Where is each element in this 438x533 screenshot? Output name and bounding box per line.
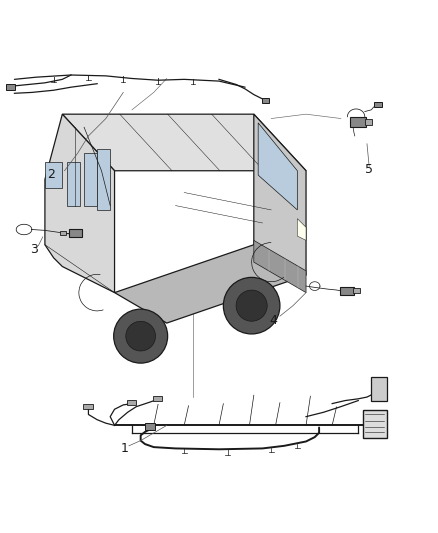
FancyBboxPatch shape [365,119,372,125]
FancyBboxPatch shape [83,404,93,409]
Polygon shape [45,162,62,188]
Polygon shape [84,154,97,206]
Polygon shape [62,114,306,171]
FancyBboxPatch shape [145,423,155,430]
FancyBboxPatch shape [374,102,382,107]
Polygon shape [115,245,306,323]
Polygon shape [297,219,306,240]
Text: 1: 1 [120,442,128,455]
FancyBboxPatch shape [371,377,387,401]
FancyBboxPatch shape [127,400,136,405]
Polygon shape [254,114,306,275]
FancyBboxPatch shape [350,117,366,127]
FancyBboxPatch shape [261,98,269,103]
Text: 5: 5 [365,164,373,176]
Circle shape [223,277,280,334]
Polygon shape [97,149,110,210]
FancyBboxPatch shape [363,410,387,439]
Polygon shape [254,240,306,293]
Text: 2: 2 [47,168,55,181]
Polygon shape [67,162,80,206]
FancyBboxPatch shape [153,396,162,401]
Polygon shape [45,114,115,293]
Text: 3: 3 [30,243,38,256]
FancyBboxPatch shape [6,84,15,90]
Circle shape [236,290,267,321]
Circle shape [126,321,155,351]
FancyBboxPatch shape [60,231,66,235]
FancyBboxPatch shape [353,288,360,294]
Polygon shape [258,123,297,210]
Circle shape [114,309,168,363]
FancyBboxPatch shape [69,229,82,237]
FancyBboxPatch shape [340,287,354,295]
Text: 4: 4 [269,314,277,327]
